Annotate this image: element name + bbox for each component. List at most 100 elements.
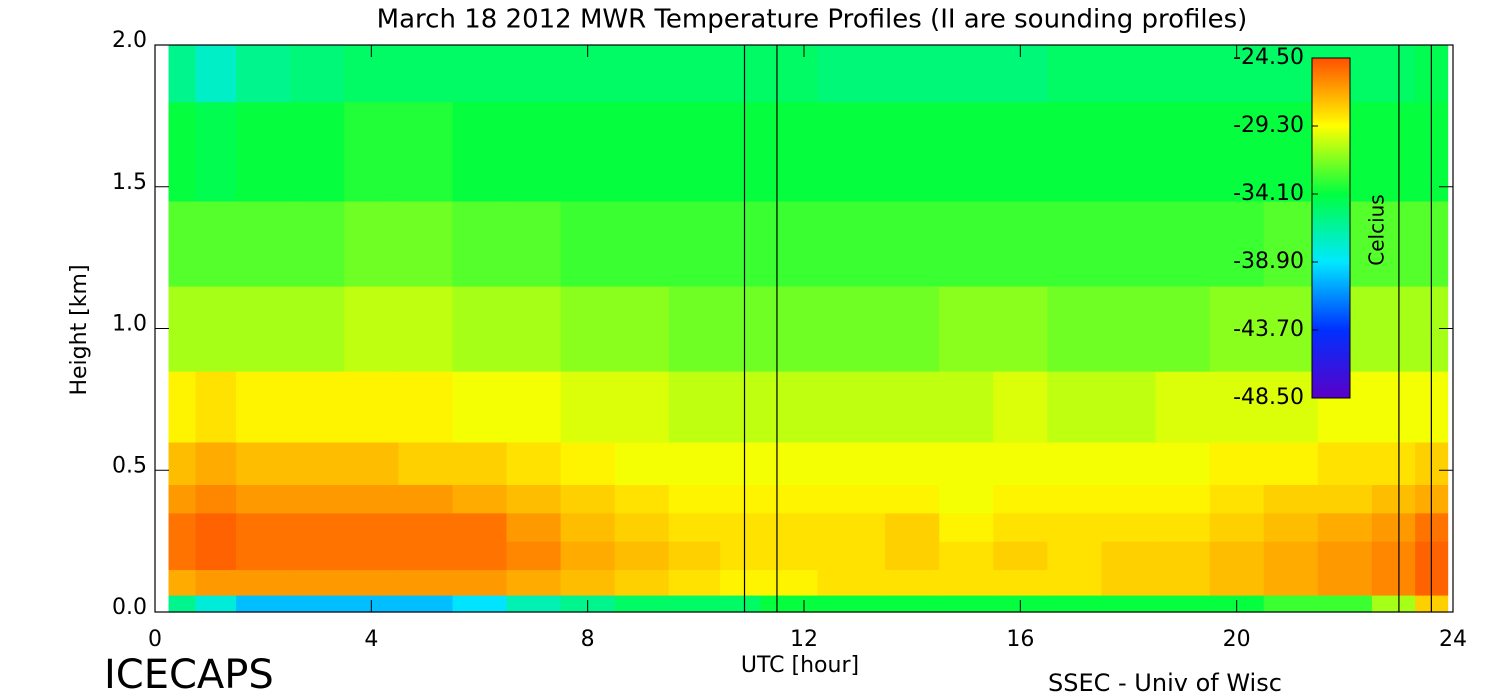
temperature-cell bbox=[236, 541, 291, 571]
temperature-cell bbox=[939, 441, 994, 486]
temperature-cell bbox=[720, 101, 762, 202]
temperature-cell bbox=[1209, 101, 1265, 202]
temperature-cell bbox=[290, 45, 345, 103]
temperature-cell bbox=[614, 200, 670, 287]
temperature-cell bbox=[1155, 569, 1211, 596]
temperature-cell bbox=[720, 371, 762, 443]
temperature-cell bbox=[344, 541, 399, 571]
temperature-cell bbox=[817, 541, 886, 571]
temperature-cell bbox=[1263, 512, 1319, 542]
temperature-cell bbox=[195, 484, 237, 514]
temperature-cell bbox=[236, 285, 291, 372]
temperature-cell bbox=[1371, 371, 1416, 443]
temperature-cell bbox=[452, 45, 508, 103]
temperature-cell bbox=[560, 285, 616, 372]
temperature-cell bbox=[1263, 200, 1319, 287]
y-tick-label: 2.0 bbox=[112, 28, 147, 53]
temperature-cell bbox=[614, 541, 670, 571]
colorbar-tick-label: -24.50 bbox=[1233, 45, 1304, 70]
temperature-cell bbox=[195, 371, 237, 443]
temperature-cell bbox=[506, 285, 562, 372]
temperature-cell bbox=[885, 101, 940, 202]
temperature-cell bbox=[290, 484, 345, 514]
temperature-cell bbox=[398, 285, 454, 372]
temperature-cell bbox=[993, 484, 1048, 514]
temperature-cell bbox=[885, 371, 940, 443]
temperature-cell bbox=[668, 45, 721, 103]
temperature-cell bbox=[236, 594, 291, 613]
temperature-cell bbox=[236, 569, 291, 596]
temperature-cell bbox=[398, 101, 454, 202]
colorbar-tick-label: -43.70 bbox=[1233, 317, 1304, 342]
temperature-cell bbox=[168, 441, 197, 486]
temperature-cell bbox=[1047, 285, 1103, 372]
temperature-cell bbox=[1047, 200, 1103, 287]
temperature-cell bbox=[168, 200, 197, 287]
temperature-cell bbox=[398, 484, 454, 514]
temperature-cell bbox=[1101, 441, 1157, 486]
temperature-cell bbox=[506, 441, 562, 486]
x-tick-label: 20 bbox=[1223, 627, 1251, 652]
temperature-cell bbox=[817, 285, 886, 372]
temperature-cell bbox=[1209, 371, 1265, 443]
temperature-cell bbox=[1101, 484, 1157, 514]
temperature-cell bbox=[290, 285, 345, 372]
temperature-cell bbox=[168, 594, 197, 613]
temperature-cell bbox=[720, 200, 762, 287]
temperature-cell bbox=[1263, 441, 1319, 486]
temperature-cell bbox=[1209, 512, 1265, 542]
colorbar-tick-label: -34.10 bbox=[1233, 181, 1304, 206]
temperature-cell bbox=[1155, 512, 1211, 542]
temperature-cell bbox=[398, 45, 454, 103]
temperature-cell bbox=[195, 101, 237, 202]
temperature-cell bbox=[290, 512, 345, 542]
temperature-cell bbox=[195, 594, 237, 613]
temperature-cell bbox=[817, 484, 886, 514]
temperature-cell bbox=[1155, 594, 1211, 613]
temperature-cell bbox=[506, 512, 562, 542]
temperature-cell bbox=[236, 441, 291, 486]
temperature-cell bbox=[885, 484, 940, 514]
temperature-cell bbox=[614, 101, 670, 202]
temperature-cell bbox=[885, 285, 940, 372]
temperature-cell bbox=[614, 569, 670, 596]
temperature-cell bbox=[939, 285, 994, 372]
temperature-cell bbox=[1263, 285, 1319, 372]
temperature-cell bbox=[1371, 512, 1416, 542]
temperature-cell bbox=[290, 200, 345, 287]
temperature-cell bbox=[993, 285, 1048, 372]
temperature-cell bbox=[668, 101, 721, 202]
temperature-cell bbox=[668, 569, 721, 596]
temperature-cell bbox=[1371, 541, 1416, 571]
temperature-cell bbox=[817, 441, 886, 486]
temperature-cell bbox=[1155, 285, 1211, 372]
y-tick-label: 1.5 bbox=[112, 170, 147, 195]
temperature-cell bbox=[885, 512, 940, 542]
x-tick-label: 0 bbox=[148, 627, 162, 652]
temperature-cell bbox=[1155, 484, 1211, 514]
temperature-cell bbox=[195, 569, 237, 596]
temperature-cell bbox=[452, 441, 508, 486]
temperature-cell bbox=[452, 101, 508, 202]
temperature-cell bbox=[1101, 371, 1157, 443]
temperature-cell bbox=[452, 371, 508, 443]
temperature-cell bbox=[506, 569, 562, 596]
temperature-cell bbox=[720, 594, 762, 613]
x-tick-label: 4 bbox=[364, 627, 378, 652]
colorbar bbox=[1311, 57, 1351, 399]
temperature-cell bbox=[720, 441, 762, 486]
temperature-cell bbox=[452, 285, 508, 372]
temperature-cell bbox=[1317, 569, 1373, 596]
temperature-cell bbox=[1263, 45, 1319, 103]
temperature-cell bbox=[452, 512, 508, 542]
temperature-cell bbox=[398, 512, 454, 542]
footer-left: ICECAPS bbox=[104, 652, 274, 698]
temperature-cell bbox=[817, 371, 886, 443]
temperature-cell bbox=[1263, 371, 1319, 443]
colorbar-tick-label: -29.30 bbox=[1233, 113, 1304, 138]
temperature-cell bbox=[452, 594, 508, 613]
temperature-cell bbox=[720, 512, 762, 542]
x-tick-label: 12 bbox=[790, 627, 818, 652]
temperature-cell bbox=[1317, 484, 1373, 514]
